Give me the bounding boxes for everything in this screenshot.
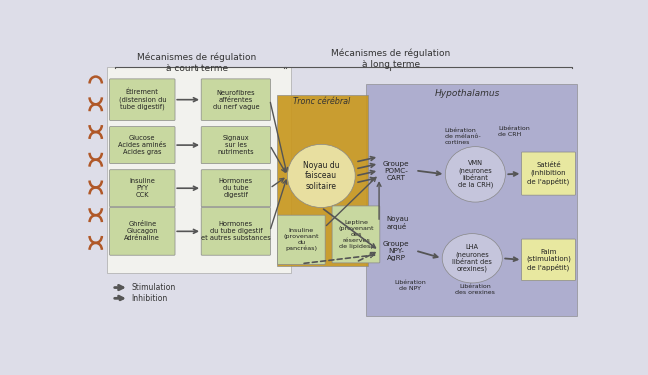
- FancyBboxPatch shape: [366, 84, 577, 316]
- Ellipse shape: [445, 147, 505, 202]
- FancyBboxPatch shape: [110, 79, 175, 120]
- Text: Glucose
Acides aminés
Acides gras: Glucose Acides aminés Acides gras: [118, 135, 167, 155]
- FancyBboxPatch shape: [110, 170, 175, 207]
- FancyBboxPatch shape: [201, 79, 270, 120]
- Text: Libération
des orexines: Libération des orexines: [456, 284, 495, 294]
- Text: Tronc cérébral: Tronc cérébral: [294, 98, 351, 106]
- Text: Faim
(stimulation)
de l'appétit): Faim (stimulation) de l'appétit): [526, 249, 571, 271]
- Text: Mécanismes de régulation
à long terme: Mécanismes de régulation à long terme: [331, 49, 450, 69]
- Text: Ghréline
Glucagon
Adrénaline: Ghréline Glucagon Adrénaline: [124, 221, 160, 242]
- Text: Libération
de mélanô-
cortines: Libération de mélanô- cortines: [445, 128, 480, 145]
- FancyBboxPatch shape: [201, 127, 270, 164]
- FancyBboxPatch shape: [201, 207, 270, 255]
- FancyBboxPatch shape: [522, 239, 575, 280]
- Text: Leptine
(provenant
des
réserves
de lipides): Leptine (provenant des réserves de lipid…: [338, 220, 374, 249]
- FancyBboxPatch shape: [522, 152, 575, 195]
- Text: Mécanismes de régulation
à court terme: Mécanismes de régulation à court terme: [137, 53, 256, 73]
- Ellipse shape: [288, 144, 355, 207]
- FancyBboxPatch shape: [201, 170, 270, 207]
- Text: Noyau
arqué: Noyau arqué: [387, 216, 409, 230]
- Text: Hypothalamus: Hypothalamus: [435, 89, 500, 98]
- Text: Satiété
(inhibition
de l'appétit): Satiété (inhibition de l'appétit): [527, 162, 570, 185]
- Text: VMN
(neurones
libérant
de la CRH): VMN (neurones libérant de la CRH): [457, 160, 493, 188]
- Text: Inhibition: Inhibition: [131, 294, 167, 303]
- FancyBboxPatch shape: [110, 127, 175, 164]
- FancyBboxPatch shape: [110, 207, 175, 255]
- FancyBboxPatch shape: [332, 206, 380, 263]
- Text: LHA
(neurones
libérant des
orexines): LHA (neurones libérant des orexines): [452, 244, 492, 272]
- Text: Signaux
sur les
nutriments: Signaux sur les nutriments: [218, 135, 254, 155]
- Text: Stimulation: Stimulation: [131, 283, 176, 292]
- FancyBboxPatch shape: [277, 95, 368, 266]
- Text: Libération
de NPY: Libération de NPY: [394, 280, 426, 291]
- Ellipse shape: [442, 234, 502, 283]
- Text: Insuline
(provenant
du
pancréas): Insuline (provenant du pancréas): [284, 228, 319, 251]
- Text: Libération
de CRH: Libération de CRH: [498, 126, 530, 136]
- Text: Hormones
du tube digestif
et autres substances: Hormones du tube digestif et autres subs…: [201, 221, 271, 242]
- FancyBboxPatch shape: [108, 66, 290, 273]
- Text: Neurofibres
afférentes
du nerf vague: Neurofibres afférentes du nerf vague: [213, 90, 259, 110]
- Text: Groupe
NPY-
AgRP: Groupe NPY- AgRP: [383, 241, 410, 261]
- Text: Étirement
(distension du
tube digestif): Étirement (distension du tube digestif): [119, 89, 166, 110]
- Text: Noyau du
faisceau
solitaire: Noyau du faisceau solitaire: [303, 161, 340, 191]
- Text: Hormones
du tube
digestif: Hormones du tube digestif: [219, 178, 253, 198]
- Text: Insuline
PYY
CCK: Insuline PYY CCK: [130, 178, 156, 198]
- Text: Groupe
POMC-
CART: Groupe POMC- CART: [383, 160, 410, 180]
- FancyBboxPatch shape: [277, 215, 325, 264]
